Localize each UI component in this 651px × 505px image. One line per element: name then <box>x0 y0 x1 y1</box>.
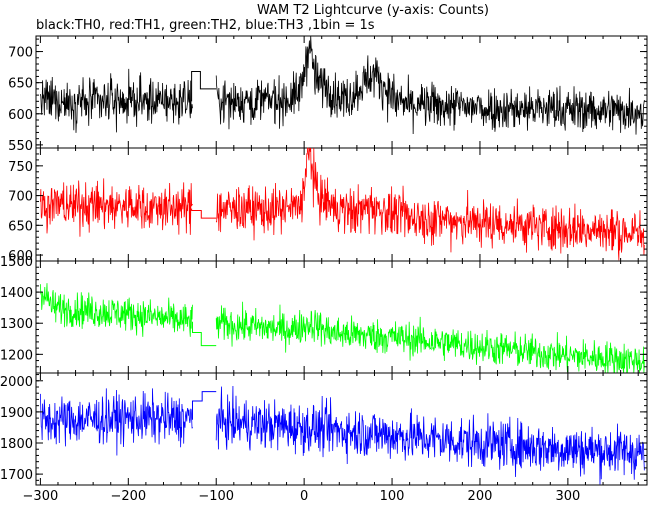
series-th0-gap-step <box>191 70 217 102</box>
y-tick-label: 1400 <box>0 286 33 301</box>
x-tick-label: 100 <box>380 489 405 504</box>
chart-title: WAM T2 Lightcurve (y-axis: Counts) <box>257 3 489 18</box>
y-tick-label: 1700 <box>0 468 33 483</box>
series-th3-gap-step <box>191 391 217 420</box>
y-tick-label: 1500 <box>0 255 33 270</box>
chart-subtitle: black:TH0, red:TH1, green:TH2, blue:TH3 … <box>36 18 375 33</box>
y-tick-label: 700 <box>8 46 33 61</box>
y-tick-label: 700 <box>8 190 33 205</box>
x-tick-label: −300 <box>23 489 59 504</box>
x-tick-label: −200 <box>110 489 146 504</box>
y-tick-label: 1800 <box>0 437 33 452</box>
series-th1-gap-step <box>191 208 217 219</box>
y-tick-label: 2000 <box>0 375 33 390</box>
x-tick-label: 300 <box>555 489 580 504</box>
y-tick-label: 600 <box>8 249 33 264</box>
y-tick-label: 1900 <box>0 406 33 421</box>
series-th3-line <box>40 385 645 485</box>
series-th2-line <box>40 283 645 374</box>
y-tick-label: 600 <box>8 108 33 123</box>
y-tick-label: 1200 <box>0 348 33 363</box>
x-tick-label: −100 <box>198 489 234 504</box>
x-tick-label: 200 <box>468 489 493 504</box>
panel-frame <box>35 372 648 486</box>
y-tick-label: 650 <box>8 77 33 92</box>
y-tick-label: 750 <box>8 160 33 175</box>
x-axis: −300 −200 −100 0 100 200 300 <box>23 489 581 504</box>
y-tick-label: 1300 <box>0 317 33 332</box>
y-tick-label: 550 <box>8 139 33 154</box>
y-tick-label: 650 <box>8 219 33 234</box>
series-th1-line <box>40 147 645 261</box>
panels-group: 550 600 650 700 600 650 700 750 1200 1300 1400 1500… <box>0 35 648 486</box>
series-th0-line <box>40 35 645 135</box>
x-tick-label: 0 <box>300 489 308 504</box>
series-th2-gap-step <box>191 321 217 347</box>
panel-th2: 1200 1300 1400 1500 <box>0 255 648 374</box>
panel-th3: 1700 1800 1900 2000 <box>0 372 648 486</box>
panel-th0: 550 600 650 700 <box>8 35 648 154</box>
panel-th1: 600 650 700 750 <box>8 147 648 264</box>
